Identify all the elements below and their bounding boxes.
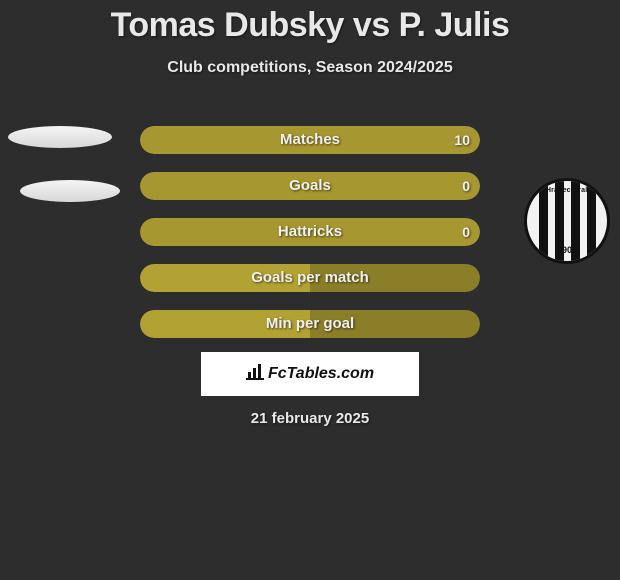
bar-label: Goals — [140, 172, 480, 200]
club-badge-year: 1905 — [527, 245, 607, 255]
date-text: 21 february 2025 — [0, 410, 620, 427]
left-ellipse-1 — [20, 180, 120, 202]
attribution-text: FcTables.com — [268, 365, 374, 383]
bar-value: 0 — [462, 218, 470, 246]
bar-label: Hattricks — [140, 218, 480, 246]
page-subtitle: Club competitions, Season 2024/2025 — [0, 59, 620, 77]
attribution-box: FcTables.com — [201, 352, 419, 396]
bar-row: Goals per match — [140, 264, 480, 292]
comparison-bars: Matches10Goals0Hattricks0Goals per match… — [140, 126, 480, 356]
bar-label: Goals per match — [140, 264, 480, 292]
page-title: Tomas Dubsky vs P. Julis — [0, 0, 620, 45]
bar-label: Min per goal — [140, 310, 480, 338]
club-badge: FC Hradec Kralove 1905 — [524, 178, 610, 264]
bar-row: Goals0 — [140, 172, 480, 200]
bar-label: Matches — [140, 126, 480, 154]
bar-row: Matches10 — [140, 126, 480, 154]
bar-value: 10 — [454, 126, 470, 154]
bar-row: Hattricks0 — [140, 218, 480, 246]
chart-icon — [246, 364, 264, 384]
bar-row: Min per goal — [140, 310, 480, 338]
left-ellipse-0 — [8, 126, 112, 148]
club-badge-name: FC Hradec Kralove — [527, 187, 607, 194]
bar-value: 0 — [462, 172, 470, 200]
